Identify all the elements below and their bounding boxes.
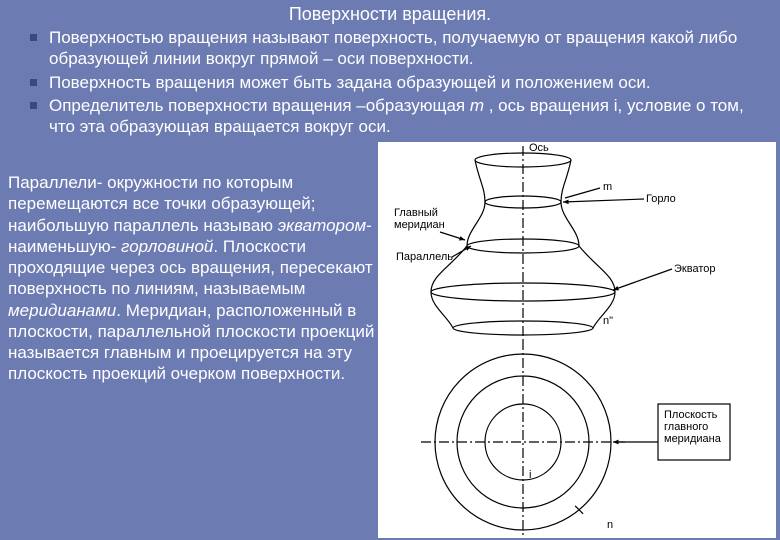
bullet-item: Поверхность вращения может быть задана о… xyxy=(30,72,772,93)
svg-text:Экватор: Экватор xyxy=(674,263,715,275)
svg-text:меридиана: меридиана xyxy=(664,433,722,445)
bullet-list: Поверхностью вращения называют поверхнос… xyxy=(0,27,780,137)
bullet-text: Определитель поверхности вращения –образ… xyxy=(49,95,772,138)
paragraph: Параллели- окружности по которым перемещ… xyxy=(0,164,384,540)
svg-text:i: i xyxy=(529,469,531,481)
svg-text:меридиан: меридиан xyxy=(394,219,445,231)
svg-text:m: m xyxy=(603,181,612,193)
bullet-icon xyxy=(30,102,37,109)
svg-text:главного: главного xyxy=(664,421,708,433)
svg-text:Плоскость: Плоскость xyxy=(664,409,718,421)
figure: Ось m Горло Главныймеридиан Параллель Экватор… xyxy=(378,142,776,538)
svg-text:Главный: Главный xyxy=(394,207,438,219)
bullet-item: Определитель поверхности вращения –образ… xyxy=(30,95,772,138)
bullet-item: Поверхностью вращения называют поверхнос… xyxy=(30,27,772,70)
bullet-text: Поверхность вращения может быть задана о… xyxy=(49,72,651,93)
svg-text:Параллель: Параллель xyxy=(396,251,453,263)
bullet-icon xyxy=(30,34,37,41)
bullet-icon xyxy=(30,79,37,86)
page-title: Поверхности вращения. xyxy=(0,0,780,27)
svg-text:n": n" xyxy=(603,315,613,327)
svg-text:Горло: Горло xyxy=(646,193,676,205)
svg-text:Ось: Ось xyxy=(529,142,549,154)
svg-text:n: n xyxy=(607,519,613,531)
bullet-text: Поверхностью вращения называют поверхнос… xyxy=(49,27,772,70)
